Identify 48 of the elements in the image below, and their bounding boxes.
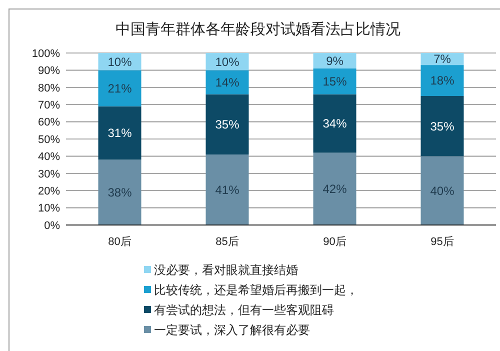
data-label: 41%	[215, 182, 240, 197]
bar	[313, 94, 356, 153]
y-tick-label: 10%	[38, 202, 60, 215]
data-label: 31%	[108, 126, 132, 140]
legend-label: 一定要试，深入了解很有必要	[154, 323, 310, 338]
data-label: 38%	[108, 186, 132, 200]
bar	[420, 96, 464, 156]
x-tick-label: 90后	[323, 235, 346, 248]
legend-label: 比较传统，还是希望婚后再搬到一起，	[154, 283, 358, 298]
data-label: 35%	[215, 118, 240, 132]
bar	[98, 106, 142, 160]
bar	[206, 70, 249, 94]
bar	[420, 65, 464, 96]
data-label: 7%	[434, 52, 452, 66]
data-label: 21%	[108, 81, 132, 96]
y-tick-label: 90%	[38, 65, 60, 78]
y-tick-label: 50%	[38, 134, 60, 146]
y-tick-label: 30%	[38, 168, 60, 180]
data-label: 34%	[322, 116, 348, 131]
data-label: 10%	[108, 54, 132, 69]
chart-title: 中国青年群体各年龄段对试婚看法占比情况	[116, 21, 400, 38]
y-tick-label: 100%	[32, 48, 60, 60]
y-tick-label: 0%	[44, 220, 60, 232]
legend-label: 有尝试的想法，但有一些客观阻碍	[154, 303, 334, 318]
data-label: 18%	[430, 74, 455, 88]
y-tick-label: 80%	[38, 82, 60, 94]
data-label: 9%	[326, 54, 344, 68]
data-label: 15%	[322, 74, 348, 89]
x-tick-label: 95后	[430, 235, 454, 248]
bar	[206, 94, 249, 154]
data-label: 40%	[430, 184, 455, 198]
y-tick-label: 60%	[38, 116, 60, 129]
y-tick-label: 70%	[38, 99, 60, 112]
bar	[313, 68, 356, 94]
legend-label: 没必要，看对眼就直接结婚	[154, 263, 298, 278]
bar	[98, 160, 142, 225]
data-label: 10%	[215, 54, 240, 69]
bar	[206, 154, 249, 225]
bar	[313, 152, 356, 225]
bar	[98, 70, 142, 106]
bar	[420, 156, 464, 225]
y-tick-label: 40%	[38, 151, 60, 164]
y-tick-label: 20%	[38, 185, 60, 198]
data-label: 14%	[215, 75, 240, 90]
x-tick-label: 80后	[108, 235, 132, 248]
x-tick-label: 85后	[216, 235, 239, 248]
data-label: 35%	[430, 119, 455, 134]
data-label: 42%	[322, 182, 348, 196]
